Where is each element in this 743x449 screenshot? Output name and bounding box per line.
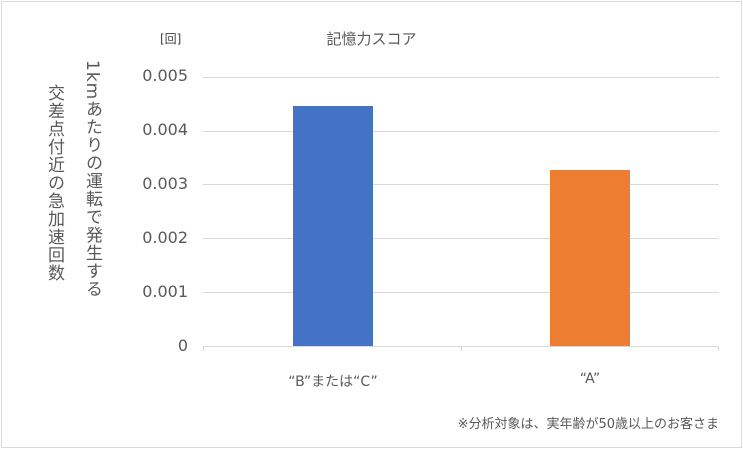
y-axis-title-line2: 交差点付近の急加速回数 [44,84,64,282]
bar-a [550,170,630,346]
footnote: ※分析対象は、実年齢が50歳以上のお客さま [457,417,719,432]
y-tick-label: 0.005 [142,66,188,85]
x-axis-tick [461,346,462,351]
y-tick-label: 0 [177,336,188,355]
x-axis-tick [203,346,204,351]
y-unit-label: [回] [160,32,182,46]
bar-b-or-c [293,106,373,346]
chart-title: 記憶力スコア [326,30,417,48]
gridline [203,238,719,239]
x-category-label-b-or-c: “B”または“C” [288,374,378,390]
x-axis-tick [718,346,719,351]
gridline [203,292,719,293]
y-axis-title-line1: 1kmあたりの運転で発生する [82,60,102,299]
y-tick-label: 0.003 [142,174,188,193]
x-category-label-a: “A” [579,371,601,387]
y-tick-label: 0.001 [142,282,188,301]
y-tick-label: 0.002 [142,228,188,247]
gridline [203,131,719,132]
gridline [203,184,719,185]
plot-area [203,77,719,346]
gridline [203,77,719,78]
y-tick-label: 0.004 [142,120,188,139]
